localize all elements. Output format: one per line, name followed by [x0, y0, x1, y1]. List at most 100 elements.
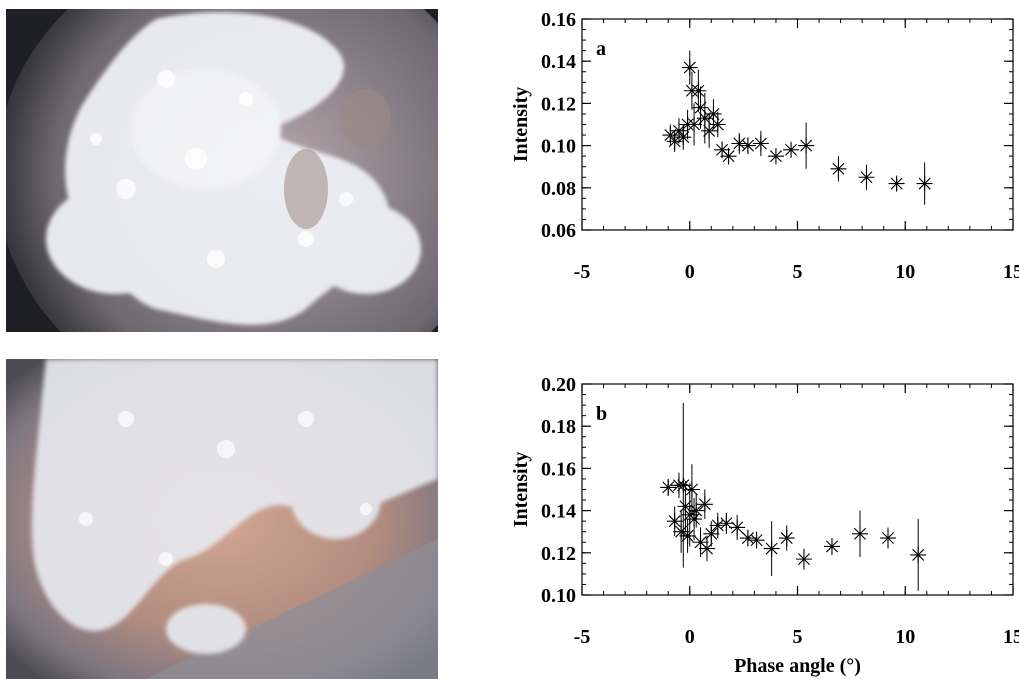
x-tick-label-b: 5: [793, 626, 803, 648]
data-points-a: [662, 50, 933, 205]
frost-photo-a: [6, 9, 438, 332]
plot-frame-a: [581, 18, 1014, 231]
marker-stroke-a: [683, 61, 696, 74]
marker-stroke-b: [741, 532, 754, 545]
data-point-a: [720, 147, 737, 165]
x-tick-label-b: 10: [895, 626, 915, 648]
data-point-b: [696, 489, 713, 520]
data-point-a: [752, 130, 769, 157]
data-point-b: [666, 506, 683, 536]
marker-stroke-b: [668, 515, 681, 528]
data-point-a: [767, 148, 784, 165]
marker-stroke-b: [694, 536, 707, 549]
data-point-b: [778, 525, 795, 551]
marker-stroke-b: [765, 542, 778, 555]
marker-stroke-b: [825, 540, 838, 553]
marker-stroke-a: [741, 139, 754, 152]
plot-frame-b: [581, 383, 1014, 596]
y-tick-label-b: 0.12: [541, 543, 576, 565]
data-point-b: [660, 478, 677, 496]
data-point-b: [686, 497, 703, 541]
marker-stroke-a: [672, 124, 685, 137]
marker-stroke-b: [711, 519, 724, 532]
data-point-a: [686, 103, 703, 146]
marker-stroke-a: [918, 177, 931, 190]
data-point-b: [823, 538, 840, 555]
y-tick-label-a: 0.08: [541, 178, 576, 200]
x-tick-label-a: 0: [685, 261, 695, 283]
data-point-b: [675, 402, 692, 568]
data-point-b: [688, 493, 705, 528]
data-point-b: [718, 512, 735, 534]
data-point-b: [729, 514, 746, 541]
panel-label-b: b: [596, 403, 607, 425]
marker-stroke-b: [685, 483, 698, 496]
marker-stroke-a: [707, 107, 720, 120]
marker-stroke-a: [694, 101, 707, 114]
marker-stroke-b: [912, 548, 925, 561]
data-point-b: [673, 510, 690, 553]
marker-stroke-a: [860, 171, 873, 184]
data-point-b: [739, 529, 756, 547]
panel-label-a: a: [596, 38, 606, 60]
marker-stroke-b: [698, 498, 711, 511]
marker-stroke-b: [705, 527, 718, 540]
marker-stroke-a: [832, 162, 845, 175]
data-point-a: [675, 124, 692, 150]
y-axis-label-a: Intensity: [510, 87, 532, 163]
marker-stroke-a: [692, 84, 705, 97]
tick-marks-a: [581, 18, 1014, 231]
data-point-b: [679, 519, 696, 553]
data-point-a: [916, 162, 933, 205]
x-tick-label-b: 15: [1003, 626, 1019, 648]
data-point-a: [830, 156, 847, 182]
plots-canvas: -5 0 5 10 15 0.06 0.08 0.10 0.12 0.14 0.16 Intens…: [510, 9, 1019, 677]
data-point-a: [681, 50, 698, 85]
marker-stroke-b: [701, 542, 713, 555]
chart-panel-b: -5 0 5 10 15 0.10 0.12 0.14 0.16 0.18 0.20 Intens…: [510, 374, 1019, 677]
marker-stroke-b: [677, 479, 690, 492]
data-point-a: [705, 99, 722, 129]
data-point-b: [795, 548, 812, 570]
data-point-b: [763, 521, 780, 577]
data-point-b: [851, 510, 868, 558]
marker-stroke-b: [720, 517, 733, 530]
data-point-a: [670, 118, 687, 144]
marker-stroke-b: [690, 504, 703, 517]
data-point-a: [798, 122, 815, 169]
x-tick-labels-b: -5 0 5 10 15: [574, 626, 1019, 648]
marker-stroke-a: [711, 118, 724, 131]
marker-stroke-a: [716, 143, 729, 156]
marker-stroke-b: [797, 553, 810, 566]
data-point-a: [714, 141, 731, 159]
data-point-b: [698, 535, 715, 562]
y-tick-label-a: 0.16: [541, 9, 576, 31]
marker-stroke-a: [703, 124, 716, 137]
y-tick-label-a: 0.12: [541, 93, 576, 115]
y-tick-label-a: 0.14: [541, 51, 576, 73]
marker-stroke-a: [733, 137, 746, 150]
x-tick-label-b: -5: [574, 626, 591, 648]
marker-stroke-b: [688, 513, 701, 526]
data-point-a: [783, 141, 800, 158]
data-point-b: [880, 527, 897, 549]
y-tick-labels-b: 0.10 0.12 0.14 0.16 0.18 0.20: [541, 374, 576, 607]
marker-stroke-a: [769, 150, 782, 163]
marker-stroke-b: [731, 521, 744, 534]
data-point-b: [910, 519, 927, 591]
y-tick-label-b: 0.14: [541, 501, 576, 523]
marker-stroke-a: [785, 143, 798, 156]
data-points-b: [660, 402, 927, 591]
y-axis-label-b: Intensity: [510, 452, 532, 528]
marker-stroke-b: [681, 529, 694, 542]
data-point-b: [709, 512, 726, 539]
marker-stroke-b: [662, 481, 675, 494]
frost-photo-b-image: [6, 359, 438, 679]
x-tick-label-a: -5: [574, 261, 591, 283]
y-tick-label-b: 0.10: [541, 585, 576, 607]
marker-stroke-a: [890, 177, 903, 190]
data-point-b: [692, 527, 709, 558]
data-point-a: [888, 175, 905, 192]
x-tick-label-a: 15: [1003, 261, 1019, 283]
data-point-a: [739, 137, 756, 155]
